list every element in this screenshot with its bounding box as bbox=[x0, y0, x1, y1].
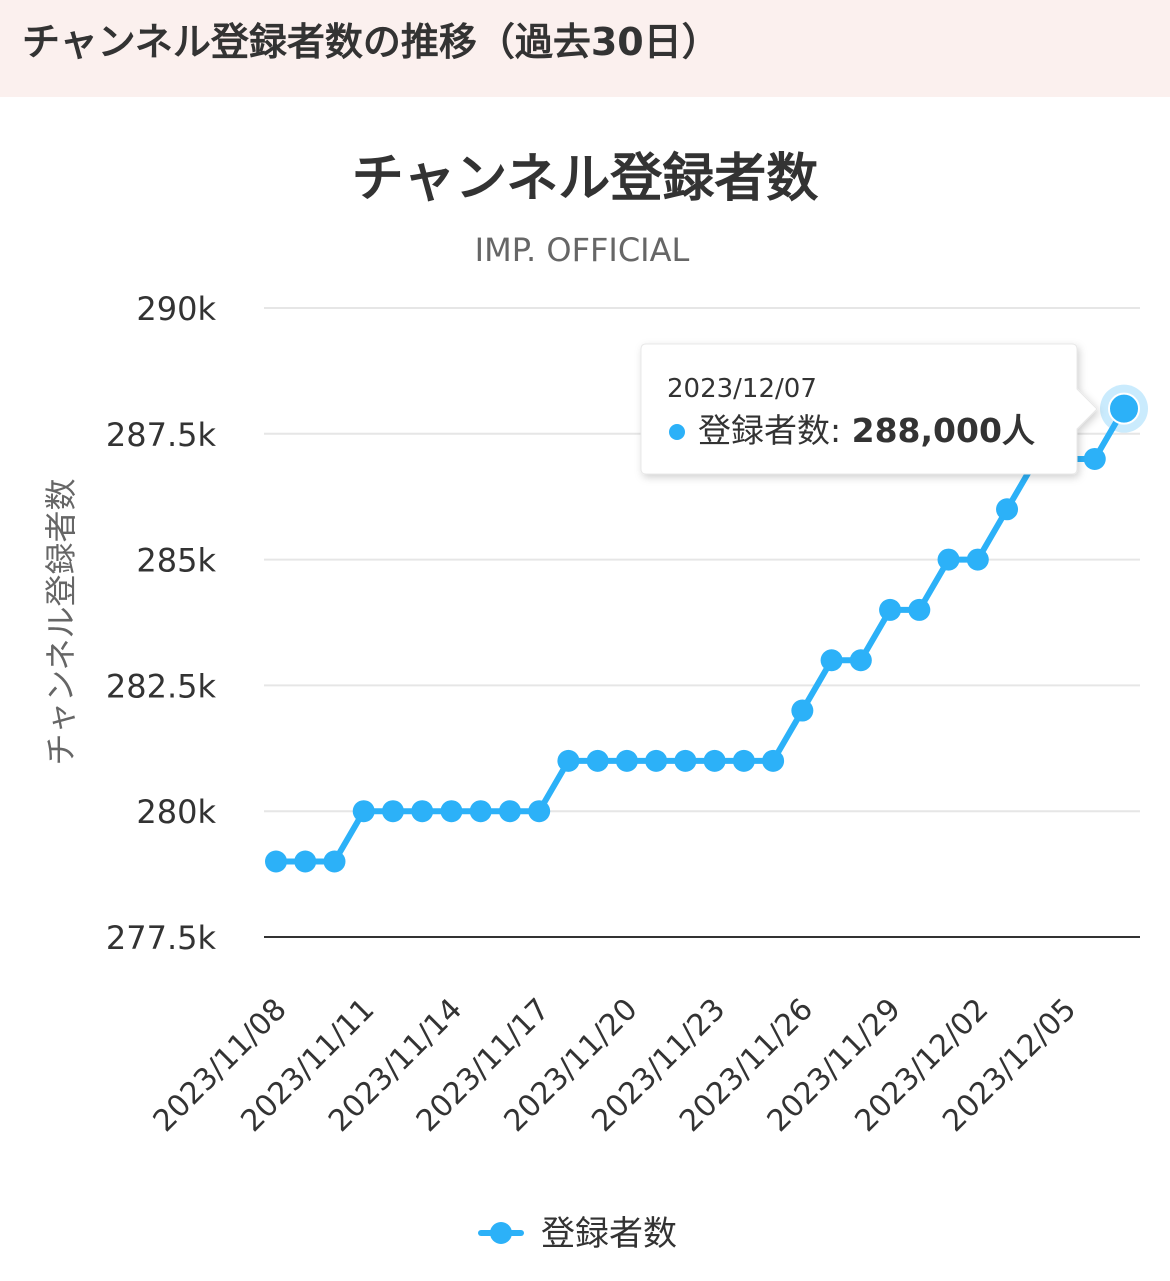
data-point bbox=[469, 800, 492, 823]
data-point bbox=[352, 800, 375, 823]
data-point bbox=[703, 749, 726, 772]
y-tick-label: 285k bbox=[136, 542, 216, 580]
data-point bbox=[586, 749, 609, 772]
data-point bbox=[674, 749, 697, 772]
data-point bbox=[937, 548, 960, 571]
data-point bbox=[557, 749, 580, 772]
data-point bbox=[528, 800, 551, 823]
tooltip-marker bbox=[669, 424, 685, 440]
data-point bbox=[1083, 447, 1106, 470]
data-point bbox=[498, 800, 521, 823]
y-tick-label: 287.5k bbox=[106, 416, 217, 454]
y-tick-label: 290k bbox=[136, 290, 216, 328]
data-point bbox=[820, 649, 843, 672]
section-header: チャンネル登録者数の推移（過去30日） bbox=[0, 0, 1170, 97]
data-point bbox=[440, 800, 463, 823]
data-point bbox=[732, 749, 755, 772]
tooltip-value-text: 登録者数: 288,000人 bbox=[698, 411, 1035, 450]
legend-marker bbox=[490, 1222, 512, 1244]
data-point bbox=[1108, 392, 1140, 425]
data-point bbox=[265, 850, 287, 873]
tooltip-separator: : bbox=[830, 411, 852, 450]
data-point bbox=[879, 598, 902, 621]
series-line bbox=[273, 405, 1127, 865]
tooltip-box bbox=[640, 343, 1098, 475]
y-tick-label: 280k bbox=[136, 793, 216, 831]
line-chart: 277.5k280k282.5k285k287.5k290k2023/11/08… bbox=[42, 149, 1148, 1254]
y-tick-label: 282.5k bbox=[106, 667, 217, 705]
data-point bbox=[791, 699, 814, 722]
data-point bbox=[323, 850, 346, 873]
data-point bbox=[762, 749, 785, 772]
chart-title: チャンネル登録者数 bbox=[352, 149, 818, 209]
y-tick-label: 277.5k bbox=[106, 919, 217, 957]
data-point bbox=[645, 749, 668, 772]
data-point bbox=[411, 800, 434, 823]
legend-label: 登録者数 bbox=[541, 1214, 677, 1254]
tooltip-value: 288,000人 bbox=[852, 411, 1035, 450]
tooltip-date: 2023/12/07 bbox=[667, 374, 817, 404]
y-axis-title: チャンネル登録者数 bbox=[42, 478, 80, 765]
data-point bbox=[381, 800, 404, 823]
data-point bbox=[966, 548, 989, 571]
tooltip-series-label: 登録者数 bbox=[698, 411, 830, 450]
data-point bbox=[908, 598, 931, 621]
chart-subtitle: IMP. OFFICIAL bbox=[475, 231, 690, 269]
section-title: チャンネル登録者数の推移（過去30日） bbox=[22, 20, 720, 64]
data-point bbox=[294, 850, 317, 873]
data-point bbox=[615, 749, 638, 772]
data-point bbox=[996, 498, 1019, 521]
data-point bbox=[849, 649, 872, 672]
